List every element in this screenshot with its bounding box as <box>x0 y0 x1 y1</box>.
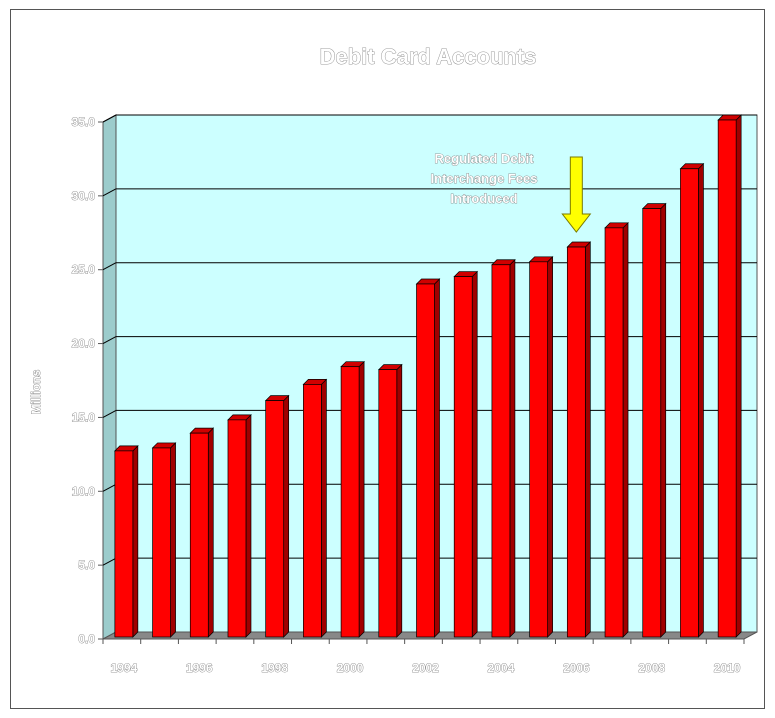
gridline-side <box>102 262 117 271</box>
x-tick-label: 2008 <box>638 661 665 675</box>
gridline-side <box>102 557 117 566</box>
bar-front <box>189 432 209 638</box>
bar-front <box>680 168 699 638</box>
x-tick-label: 2010 <box>714 661 741 675</box>
arrow-down-icon <box>561 156 592 233</box>
bar-2001 <box>377 363 403 638</box>
bar-side <box>283 394 290 638</box>
bar-side <box>321 378 327 638</box>
bar-front <box>604 227 624 638</box>
annotation-line: Introduced <box>450 191 517 206</box>
bar-side <box>547 255 553 638</box>
bar-side <box>698 162 704 638</box>
bar-front <box>378 369 398 638</box>
x-tick-labels: 1994 1996 1998 2000 2002 2004 2006 2008 2010 <box>102 639 745 675</box>
bar-side <box>207 427 214 638</box>
y-tick-label: 5.0 <box>78 558 95 572</box>
bar-side <box>509 258 516 638</box>
y-tick-labels: 0.0 5.0 10.0 15.0 20.0 25.0 30.0 35.0 <box>71 115 103 646</box>
x-tick-label: 2000 <box>337 661 364 675</box>
bar-side <box>396 363 403 638</box>
bar-side <box>245 414 252 638</box>
gridline-side <box>102 409 117 418</box>
bar-front <box>152 447 171 638</box>
bar-side <box>358 360 365 638</box>
y-tick-label: 15.0 <box>72 410 96 424</box>
bar-side <box>584 241 591 638</box>
bar-2010 <box>717 114 742 638</box>
side-wall <box>102 114 117 640</box>
bar-front <box>566 246 586 638</box>
bar-side <box>170 442 176 638</box>
y-tick-label: 10.0 <box>72 484 96 498</box>
bar-2005 <box>528 255 554 638</box>
bar-front <box>529 261 548 638</box>
bar-2000 <box>340 360 365 638</box>
bar-side <box>622 221 629 638</box>
x-tick-label: 2006 <box>563 661 590 675</box>
bar-front <box>491 264 511 638</box>
bar-front <box>114 450 134 638</box>
bar-1998 <box>264 394 290 638</box>
bar-2009 <box>679 162 705 638</box>
bar-front <box>303 384 322 638</box>
bar-front <box>340 366 360 638</box>
annotation: Regulated Debit Interchange Fees Introduce… <box>430 151 592 233</box>
gridline-side <box>102 188 117 197</box>
bar-front <box>416 283 435 638</box>
bar-2004 <box>491 258 516 638</box>
bar-2003 <box>453 270 479 638</box>
bars <box>114 114 742 638</box>
bar-2007 <box>604 221 629 638</box>
bar-2006 <box>566 241 592 638</box>
x-tick-label: 2004 <box>488 661 515 675</box>
bar-1994 <box>114 445 139 638</box>
annotation-line: Regulated Debit <box>435 151 535 166</box>
chart-title: Debit Card Accounts <box>320 44 537 69</box>
bar-front <box>227 419 247 638</box>
annotation-line: Interchange Fees <box>431 171 538 186</box>
bar-side <box>434 278 440 638</box>
bar-side <box>735 114 742 638</box>
gridline-side <box>102 114 117 123</box>
gridline-side <box>102 483 117 492</box>
y-tick-label: 0.0 <box>78 632 95 646</box>
bar-2008 <box>641 202 667 638</box>
bar-1997 <box>227 414 252 638</box>
y-tick-label: 25.0 <box>72 263 96 277</box>
bar-front <box>453 276 473 638</box>
y-tick-label: 20.0 <box>72 337 96 351</box>
x-tick-label: 1996 <box>186 661 213 675</box>
x-tick-label: 1998 <box>261 661 288 675</box>
x-tick-label: 2002 <box>412 661 439 675</box>
bar-side <box>132 445 139 638</box>
bar-1996 <box>189 427 215 638</box>
bar-front <box>717 119 737 638</box>
bar-1995 <box>151 442 177 638</box>
bar-side <box>660 202 667 638</box>
bar-front <box>642 208 662 638</box>
y-tick-label: 35.0 <box>72 115 96 129</box>
y-tick-label: 30.0 <box>72 189 96 203</box>
bar-2002 <box>415 278 441 638</box>
x-tick-label: 1994 <box>111 661 138 675</box>
gridline-side <box>102 336 117 345</box>
bar-1999 <box>302 378 328 638</box>
bar-front <box>265 400 285 638</box>
bar-side <box>471 270 478 638</box>
y-axis-label: Millions <box>29 369 43 414</box>
